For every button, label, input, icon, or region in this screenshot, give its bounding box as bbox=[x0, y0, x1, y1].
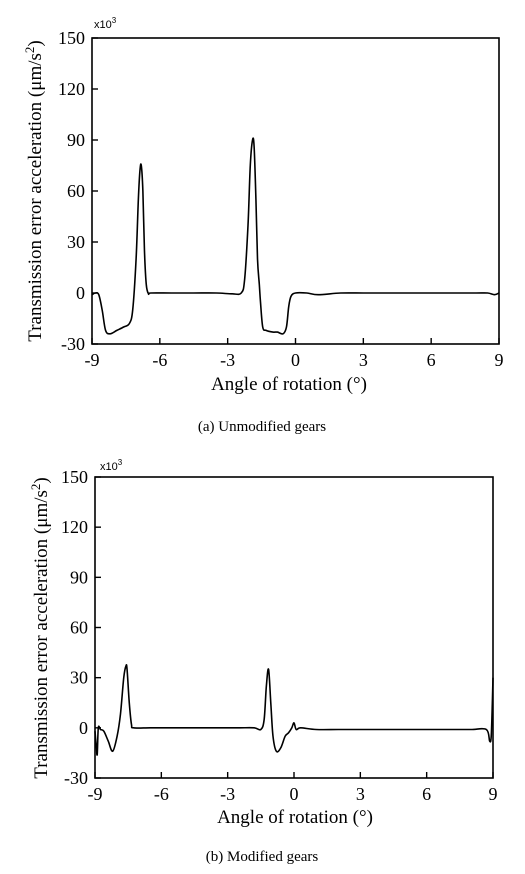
y-tick-label: 30 bbox=[70, 668, 88, 688]
y-tick-label: 150 bbox=[61, 467, 88, 487]
x-tick-label: -9 bbox=[88, 784, 103, 804]
x-tick-label: 6 bbox=[427, 350, 436, 370]
plot-frame bbox=[94, 476, 494, 779]
x-tick-label: 6 bbox=[422, 784, 431, 804]
y-tick-label: -30 bbox=[64, 768, 88, 788]
y-tick-label: 150 bbox=[58, 28, 85, 48]
x-tick-label: 3 bbox=[356, 784, 365, 804]
y-tick-label: 120 bbox=[58, 79, 85, 99]
y-tick-label: 90 bbox=[67, 130, 85, 150]
x-tick-label: 9 bbox=[495, 350, 504, 370]
x-tick-label: 0 bbox=[291, 350, 300, 370]
y-tick-label: 0 bbox=[79, 718, 88, 738]
series-line bbox=[94, 663, 494, 756]
x-tick-label: -6 bbox=[152, 350, 167, 370]
y-tick-label: -30 bbox=[61, 334, 85, 354]
y-multiplier: x103 bbox=[100, 458, 123, 473]
series-line bbox=[91, 137, 500, 335]
y-axis-title: Transmission error acceleration (μm/s2) bbox=[28, 477, 52, 778]
y-axis-ticks: -30 0 30 60 90 120 150 bbox=[58, 28, 98, 354]
x-axis-title: Angle of rotation (°) bbox=[211, 374, 367, 395]
x-tick-label: 0 bbox=[290, 784, 299, 804]
x-tick-label: -3 bbox=[220, 350, 235, 370]
x-tick-label: 3 bbox=[359, 350, 368, 370]
x-axis-ticks: -9 -6 -3 0 3 6 9 bbox=[88, 772, 498, 804]
x-tick-label: -9 bbox=[85, 350, 100, 370]
x-tick-label: -6 bbox=[154, 784, 169, 804]
y-tick-label: 60 bbox=[67, 181, 85, 201]
y-multiplier: x103 bbox=[94, 16, 117, 31]
y-axis-title: Transmission error acceleration (μm/s2) bbox=[22, 40, 46, 341]
y-tick-label: 30 bbox=[67, 232, 85, 252]
x-tick-label: -3 bbox=[220, 784, 235, 804]
x-axis-ticks: -9 -6 -3 0 3 6 9 bbox=[85, 338, 504, 370]
x-axis-title: Angle of rotation (°) bbox=[217, 807, 373, 828]
y-axis-ticks: -30 0 30 60 90 120 150 bbox=[61, 467, 101, 788]
plot-frame bbox=[91, 37, 500, 345]
chart-caption: (b) Modified gears bbox=[206, 849, 319, 865]
chart-caption: (a) Unmodified gears bbox=[198, 419, 326, 435]
y-tick-label: 120 bbox=[61, 517, 88, 537]
y-tick-label: 0 bbox=[76, 283, 85, 303]
y-tick-label: 60 bbox=[70, 618, 88, 638]
x-tick-label: 9 bbox=[489, 784, 498, 804]
y-tick-label: 90 bbox=[70, 567, 88, 587]
